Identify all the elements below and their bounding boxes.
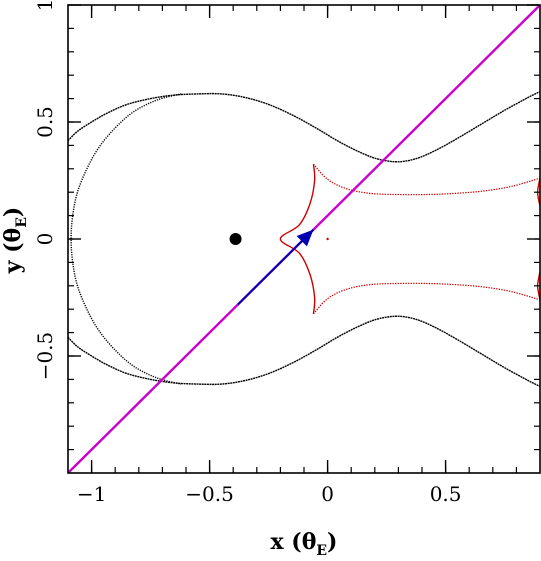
- labels-layer: −1 −0.5 0 0.5 −0.5 0 0.5 1: [33, 0, 462, 506]
- x-tick-label: 0.5: [430, 482, 462, 506]
- caustic-center-dot: [326, 237, 329, 241]
- x-tick-label: 0: [321, 482, 334, 506]
- data-layer: [68, 5, 540, 473]
- x-tick-label: −1: [77, 482, 106, 506]
- y-axis-title: y (θE): [0, 207, 30, 275]
- critical-curve-lower: [68, 315, 540, 388]
- trajectory-segment-line: [237, 228, 315, 306]
- y-axis-title-close: ): [0, 207, 26, 217]
- y-axis-title-sub: E: [14, 217, 30, 228]
- x-tick-label: −0.5: [185, 482, 234, 506]
- x-axis-title: x (θE): [271, 529, 338, 557]
- critical-curve-upper: [68, 90, 540, 163]
- caustic-bottom-edge: [312, 282, 540, 315]
- x-axis-title-sub: E: [316, 543, 327, 557]
- axes-layer: [67, 4, 541, 474]
- trajectory-arrowhead: [296, 229, 314, 247]
- y-tick-label: −0.5: [33, 332, 57, 381]
- y-tick-label: 0: [33, 233, 57, 246]
- caustic-top-edge: [312, 163, 540, 196]
- x-axis-title-base: x (θ: [271, 529, 317, 555]
- y-tick-label: 0.5: [33, 106, 57, 138]
- critical-curve-left-lobe: [70, 93, 182, 385]
- lens-dot: [229, 233, 242, 245]
- caustic-left-cusps: [279, 164, 316, 314]
- y-tick-label: 1: [33, 0, 57, 11]
- x-axis-title-close: ): [327, 529, 337, 555]
- y-axis-title-base: y (θ: [0, 228, 26, 275]
